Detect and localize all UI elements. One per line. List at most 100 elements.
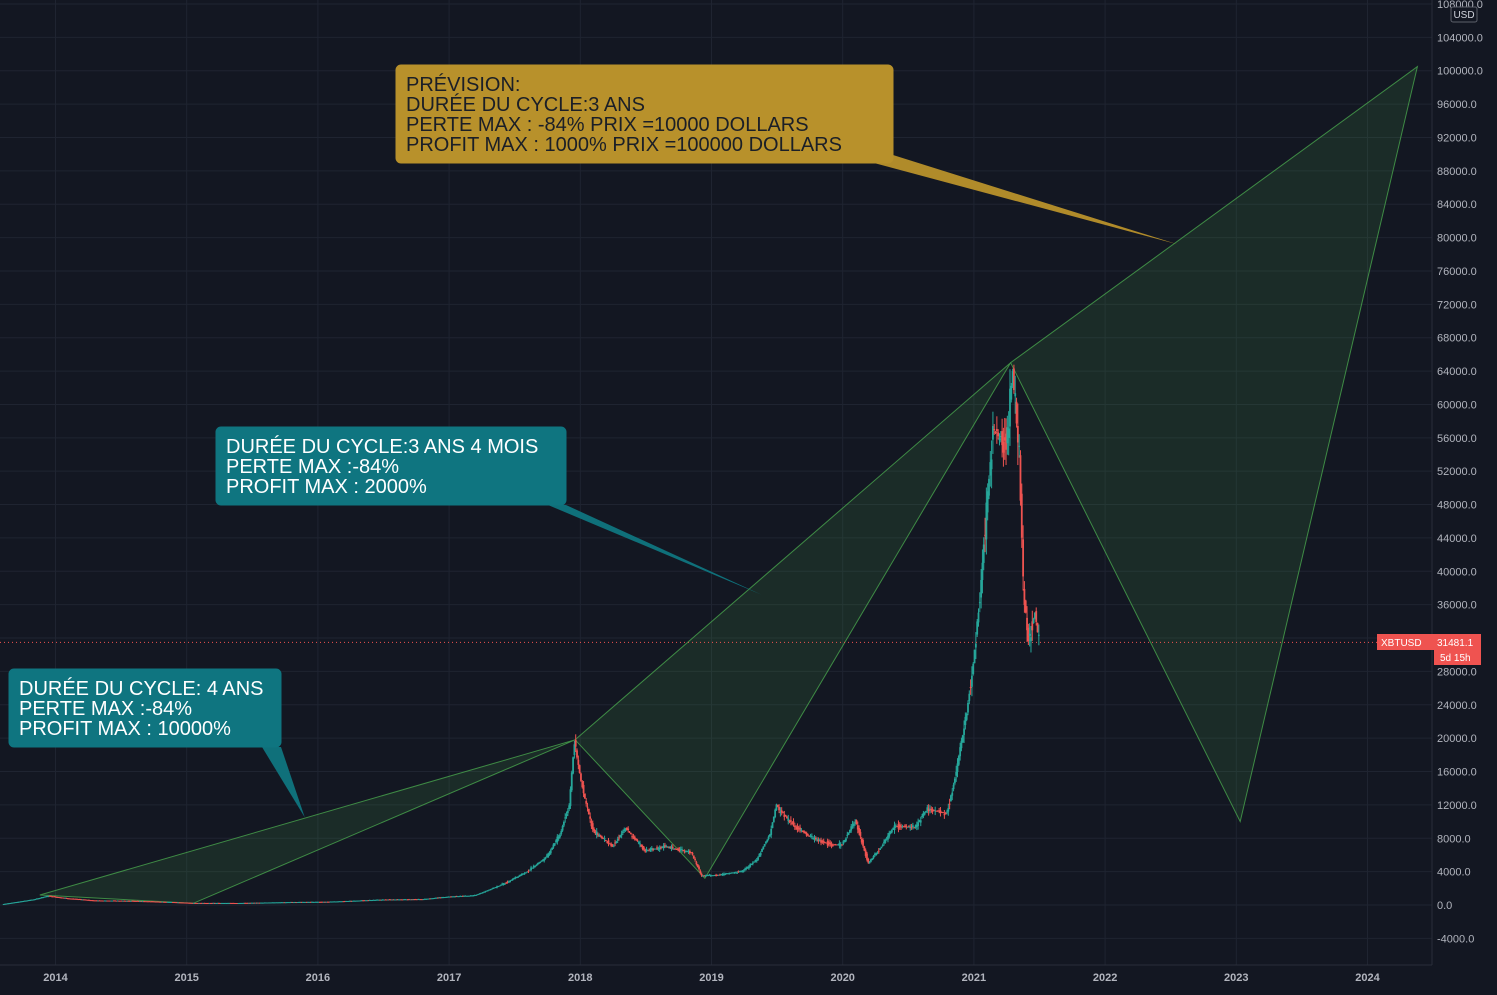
price-candle bbox=[877, 850, 880, 852]
price-candle bbox=[175, 902, 178, 904]
price-candle bbox=[951, 792, 954, 796]
price-candle bbox=[900, 826, 902, 828]
price-candle bbox=[444, 896, 447, 898]
price-candle bbox=[409, 899, 412, 901]
price-candle bbox=[64, 897, 67, 899]
y-axis[interactable]: 108000.0 104000.0 100000.0 96000.0 92000.0 88… bbox=[1377, 0, 1497, 965]
currency-badge[interactable]: USD bbox=[1450, 6, 1478, 23]
y-tick-label: 88000.0 bbox=[1437, 166, 1477, 178]
price-candle bbox=[418, 899, 421, 901]
price-candle bbox=[1010, 385, 1013, 400]
price-candle bbox=[845, 838, 847, 841]
price-candle bbox=[400, 899, 403, 901]
price-candle bbox=[156, 901, 159, 903]
price-candle bbox=[931, 809, 934, 812]
price-candle bbox=[463, 895, 466, 897]
price-candle bbox=[1035, 611, 1038, 622]
price-candle bbox=[677, 848, 679, 851]
price-candle bbox=[696, 864, 699, 868]
y-tick-label: 72000.0 bbox=[1437, 299, 1477, 311]
price-candle bbox=[681, 849, 683, 851]
price-candle bbox=[413, 899, 416, 901]
price-candle bbox=[615, 841, 618, 844]
y-tick-label: 28000.0 bbox=[1437, 666, 1477, 678]
price-candle bbox=[898, 824, 901, 828]
price-candle bbox=[355, 900, 358, 902]
price-candle bbox=[422, 899, 425, 901]
price-candle bbox=[960, 740, 963, 749]
price-candle bbox=[1027, 627, 1030, 642]
price-candle bbox=[835, 844, 838, 846]
price-candle bbox=[699, 870, 702, 873]
price-candle bbox=[876, 852, 879, 854]
x-axis[interactable]: 2014 2015 2016 2017 2018 2019 2020 2021 2022 2023… bbox=[0, 964, 1432, 984]
price-candle bbox=[749, 864, 752, 867]
price-candle bbox=[135, 900, 138, 902]
price-candle bbox=[862, 840, 864, 846]
price-candle bbox=[245, 902, 248, 904]
x-tick-label: 2020 bbox=[830, 972, 854, 984]
price-candle bbox=[392, 899, 395, 901]
price-candle bbox=[29, 899, 31, 901]
y-tick-label: 48000.0 bbox=[1437, 500, 1477, 512]
price-candle bbox=[299, 901, 302, 903]
price-candle bbox=[982, 544, 985, 563]
price-candle bbox=[536, 863, 539, 865]
price-candle bbox=[46, 896, 48, 898]
price-candle bbox=[106, 900, 109, 902]
price-candle bbox=[421, 899, 424, 901]
price-candle bbox=[300, 901, 303, 903]
price-candle bbox=[115, 900, 118, 902]
pattern-triangle[interactable] bbox=[39, 739, 576, 904]
price-candle bbox=[396, 899, 399, 901]
price-candle bbox=[821, 840, 824, 843]
price-candle bbox=[318, 901, 321, 903]
price-candle bbox=[73, 898, 76, 900]
callout-line: DURÉE DU CYCLE:3 ANS 4 MOIS bbox=[226, 435, 538, 458]
price-candle bbox=[358, 900, 361, 902]
price-candle bbox=[826, 841, 829, 846]
price-candle bbox=[426, 898, 429, 900]
price-candle bbox=[359, 900, 362, 902]
price-candle bbox=[700, 873, 703, 876]
price-candle bbox=[321, 901, 324, 903]
price-candle bbox=[315, 901, 317, 903]
price-candle bbox=[742, 870, 745, 872]
price-candle bbox=[84, 899, 86, 901]
price-candle bbox=[618, 837, 620, 839]
price-candle bbox=[509, 881, 512, 883]
price-candle bbox=[873, 854, 876, 856]
price-candle bbox=[8, 903, 10, 905]
price-candle bbox=[925, 811, 927, 813]
price-candle bbox=[1002, 441, 1005, 453]
price-candle bbox=[425, 898, 428, 900]
chart-patterns[interactable] bbox=[39, 65, 1419, 904]
price-candle bbox=[789, 820, 792, 822]
price-candle bbox=[148, 901, 151, 903]
price-candle bbox=[500, 884, 502, 886]
price-candle bbox=[745, 867, 748, 869]
last-price-tag-background bbox=[1377, 634, 1481, 650]
price-candle bbox=[44, 896, 47, 898]
price-candle bbox=[620, 833, 623, 836]
bar-countdown: 5d 15h bbox=[1440, 653, 1471, 664]
price-candle bbox=[473, 895, 476, 897]
price-candle bbox=[658, 848, 661, 850]
price-candle bbox=[297, 901, 300, 903]
price-candle bbox=[768, 834, 771, 837]
price-candle bbox=[948, 803, 951, 805]
price-candle bbox=[479, 893, 481, 895]
pattern-triangle[interactable] bbox=[574, 362, 1012, 880]
y-tick-label: 96000.0 bbox=[1437, 99, 1477, 111]
price-candle bbox=[721, 873, 724, 876]
price-candle bbox=[635, 838, 637, 841]
price-candle bbox=[1007, 428, 1010, 438]
pattern-triangle[interactable] bbox=[1009, 65, 1419, 824]
price-candle bbox=[791, 822, 794, 824]
